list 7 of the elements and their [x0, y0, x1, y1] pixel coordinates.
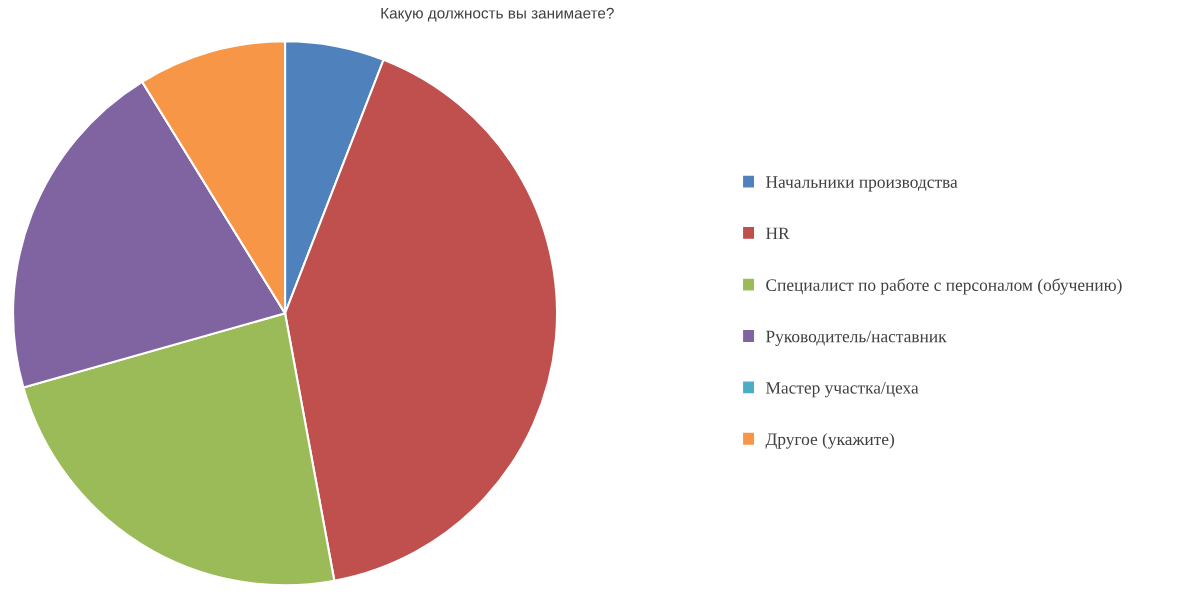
legend-label: Специалист по работе с персоналом (обучению) [766, 278, 1122, 295]
legend-label: Начальники производства [765, 176, 958, 192]
legend-label: Руководитель/наставник [765, 330, 947, 346]
legend-label: Мастер участка/цеха [765, 382, 919, 398]
chart-title: Какую должность вы занимаете? [381, 7, 614, 22]
legend-label: HR [765, 227, 790, 240]
legend-label: Другое (укажите) [765, 432, 895, 449]
